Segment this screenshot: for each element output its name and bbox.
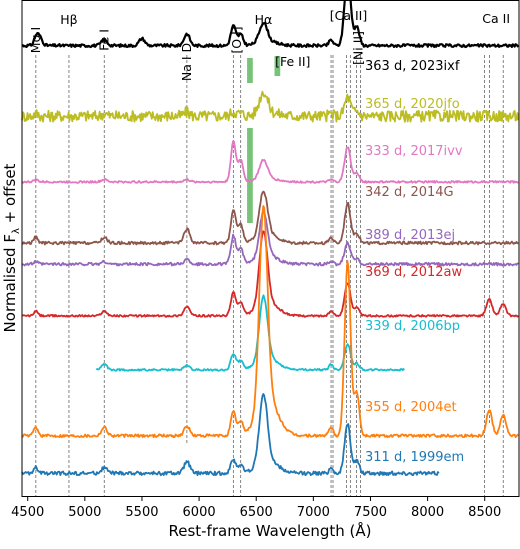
spectra-series [21,0,520,477]
spectrum-311-d-1999em [21,393,440,477]
series-label-333-d-2017ivv: 333 d, 2017ivv [365,144,463,159]
x-tick-label-6000: 6000 [183,505,216,520]
line-id-label-ni-ii: [Ni II] [350,31,365,65]
series-label-363-d-2023ixf: 363 d, 2023ixf [365,59,460,74]
line-id-label-h: Hβ [60,12,77,27]
line-id-label-mg-i: Mg I [28,27,43,53]
spectrum-369-d-2012aw [21,230,519,318]
plot-frame [21,0,520,497]
x-tick-label-5000: 5000 [68,505,101,520]
series-labels: 363 d, 2023ixf 365 d, 2020jfo 333 d, 2017i… [365,59,464,465]
x-axis-label: Rest-frame Wavelength (Å) [168,521,371,540]
band-2017ivv-2014G [247,128,253,223]
series-label-311-d-1999em: 311 d, 1999em [365,450,464,465]
series-label-355-d-2004et: 355 d, 2004et [365,400,457,415]
x-tick-label-8500: 8500 [468,505,501,520]
spectrum-342-d-2014g [21,190,519,246]
x-tick-label-7000: 7000 [297,505,330,520]
spectrum-339-d-2006bp [95,294,405,372]
series-label-339-d-2006bp: 339 d, 2006bp [365,319,460,334]
y-axis-label: Normalised Fλ + offset [1,163,22,332]
spectrum-355-d-2004et [21,205,519,438]
line-id-label-ca-ii: [Ca II] [330,8,368,23]
series-label-342-d-2014g: 342 d, 2014G [365,185,454,200]
series-label-389-d-2013ej: 389 d, 2013ej [365,228,455,243]
line-id-label-fe-ii: [Fe II] [275,54,310,69]
x-tick-label-6500: 6500 [240,505,273,520]
line-id-label-na-i-d: Na I D [179,43,194,81]
spectrum-389-d-2013ej [21,210,519,267]
line-id-labels: Mg I Hβ Fe I Na I D [O I] Hα [Fe II] [Ca II] [Ni… [28,8,510,81]
band-2023ixf-2 [274,56,281,76]
series-label-369-d-2012aw: 369 d, 2012aw [365,265,463,280]
spectrum-333-d-2017ivv [21,140,519,184]
highlight-bands [247,56,281,223]
line-id-label-h: Hα [255,12,273,27]
line-id-label-fe-i: Fe I [96,29,111,51]
x-tick-label-4500: 4500 [11,505,44,520]
line-id-label-ca-ii: Ca II [482,11,510,26]
x-axis: 4500 5000 5500 6000 6500 7000 7500 8000 8500 [11,496,501,520]
spectrum-363-d-2023ixf [21,0,520,49]
band-2023ixf-1 [247,58,253,83]
x-tick-label-5500: 5500 [125,505,158,520]
x-tick-label-8000: 8000 [411,505,444,520]
spectrum-365-d-2020jfo [21,90,520,123]
series-label-365-d-2020jfo: 365 d, 2020jfo [365,97,460,112]
line-id-label-o-i: [O I] [229,26,244,53]
line-id-markers [35,55,504,496]
x-tick-label-7500: 7500 [354,505,387,520]
